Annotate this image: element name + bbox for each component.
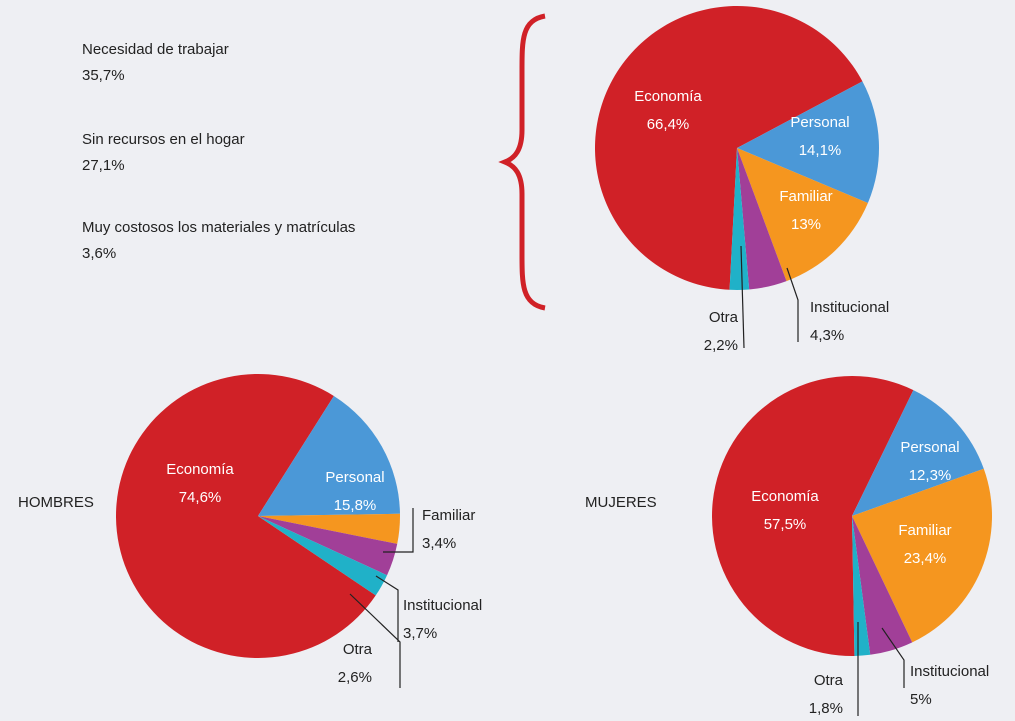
- pie-slice: [737, 148, 868, 282]
- chart-title: HOMBRES: [18, 494, 94, 511]
- slice-value-label: 66,4%: [647, 116, 690, 133]
- slice-label: Familiar: [422, 507, 475, 524]
- slice-value-label: 74,6%: [179, 489, 222, 506]
- slice-value-label: 1,8%: [809, 700, 843, 717]
- slice-label: Personal: [325, 469, 384, 486]
- leader-line: [881, 627, 905, 688]
- pie-slice: [737, 148, 787, 290]
- slice-value-label: 12,3%: [909, 467, 952, 484]
- reason-share: 27,1%: [82, 157, 125, 174]
- pie-slice: [258, 513, 400, 544]
- slice-label: Personal: [790, 114, 849, 131]
- pie-slice: [258, 395, 400, 516]
- pie-slice: [115, 374, 376, 659]
- slice-label: Otra: [343, 641, 373, 658]
- reason: Sin recursos en el hogar: [82, 131, 245, 148]
- reason-share: 35,7%: [82, 67, 125, 84]
- slice-value-label: 3,7%: [403, 625, 437, 642]
- pie-slice: [258, 516, 398, 576]
- pie-slice: [712, 376, 914, 656]
- leader-line: [349, 593, 401, 688]
- reason: Necesidad de trabajar: [82, 41, 229, 58]
- leader-line: [375, 575, 399, 642]
- chart-title: MUJERES: [585, 494, 657, 511]
- pie-slice: [258, 516, 388, 596]
- reason-share: 3,6%: [82, 245, 116, 262]
- slice-label: Institucional: [810, 299, 889, 316]
- slice-value-label: 4,3%: [810, 327, 844, 344]
- slice-value-label: 3,4%: [422, 535, 456, 552]
- pie-slice: [852, 516, 871, 656]
- slice-label: Institucional: [910, 663, 989, 680]
- slice-label: Otra: [709, 309, 739, 326]
- slice-value-label: 5%: [910, 691, 932, 708]
- pie-slice: [729, 148, 750, 290]
- slice-label: Economía: [166, 461, 234, 478]
- leader-line: [383, 508, 414, 553]
- pie-slice: [852, 390, 984, 516]
- curly-brace: [498, 13, 546, 311]
- slice-label: Economía: [751, 488, 819, 505]
- leader-line: [786, 267, 799, 342]
- slice-value-label: 57,5%: [764, 516, 807, 533]
- slice-value-label: 23,4%: [904, 550, 947, 567]
- pie-slice: [737, 81, 879, 204]
- slice-label: Otra: [814, 672, 844, 689]
- slice-value-label: 13%: [791, 216, 821, 233]
- slice-label: Familiar: [898, 522, 951, 539]
- reason: Muy costosos los materiales y matrículas: [82, 219, 355, 236]
- slice-label: Familiar: [779, 188, 832, 205]
- pie-slice: [852, 468, 992, 643]
- slice-label: Personal: [900, 439, 959, 456]
- leader-line: [740, 245, 745, 349]
- slice-value-label: 15,8%: [334, 497, 377, 514]
- slice-label: Institucional: [403, 597, 482, 614]
- pie-slice: [852, 516, 913, 655]
- slice-value-label: 2,2%: [704, 337, 738, 354]
- slice-label: Economía: [634, 88, 702, 105]
- slice-value-label: 14,1%: [799, 142, 842, 159]
- pie-slice: [594, 6, 863, 290]
- slice-value-label: 2,6%: [338, 669, 372, 686]
